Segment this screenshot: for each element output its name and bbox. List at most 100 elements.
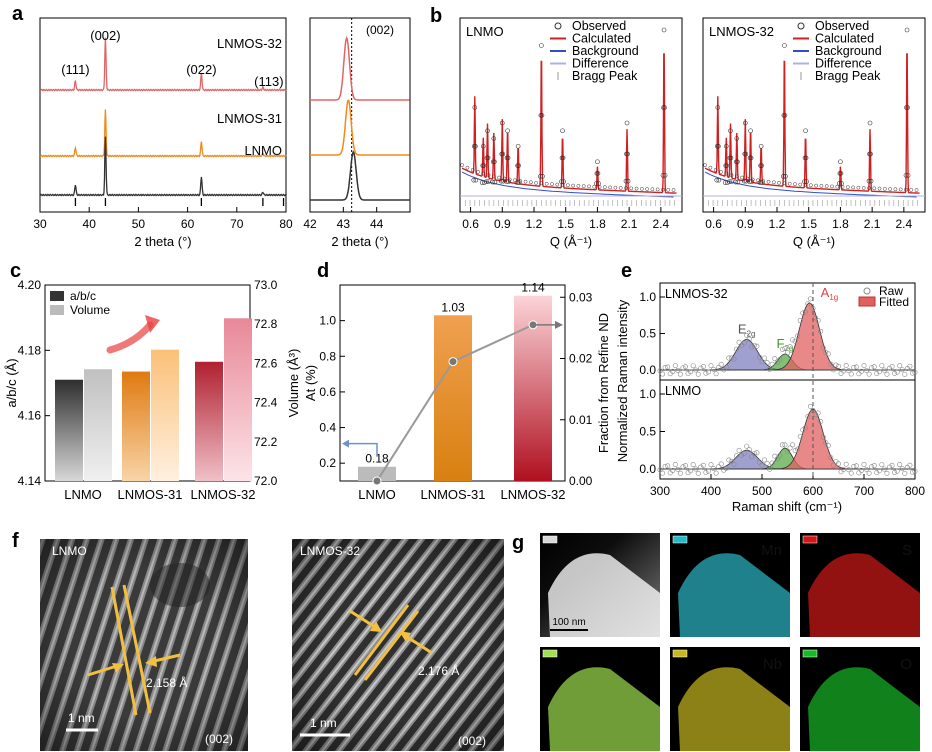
b-observed-point: [743, 151, 749, 157]
e-raw-point: [756, 459, 762, 465]
e-raw-point: [774, 456, 780, 462]
e-raw-point: [700, 363, 706, 369]
c-bar-volume: [84, 369, 112, 481]
e-raw-point: [718, 361, 724, 367]
e-raw-point: [864, 367, 870, 373]
e-raw-point: [820, 345, 826, 351]
b-legend-label: Difference: [572, 57, 629, 71]
b-observed-point: [845, 185, 850, 190]
e-raw-point: [741, 451, 747, 457]
panel-label-d: d: [317, 260, 329, 282]
eds-map-tile: [540, 533, 660, 637]
b-observed-point: [629, 186, 634, 191]
xrd-plot: 30 40 50 60 70 80 LNMOS-32 LNMOS-31 LNMO (111) (00…: [33, 28, 293, 231]
d-y2tick-label: 0.01: [569, 413, 593, 427]
e-raw-point: [797, 318, 803, 324]
e-raw-point: [823, 440, 829, 446]
b-observed-point: [803, 183, 808, 187]
e-raw-point: [787, 445, 793, 451]
b-observed-point: [486, 173, 491, 177]
e-raw-point: [762, 355, 768, 361]
b-observed-point: [735, 179, 741, 185]
e-raw-point: [889, 364, 895, 370]
f-right-title: LNMOS-32: [300, 544, 360, 558]
b-observed-point: [497, 175, 501, 180]
hrtem-image-lnmo: [40, 539, 248, 751]
b-xtick-label: 1.5: [557, 217, 574, 231]
b-observed-point: [757, 180, 763, 185]
b-observed-point: [838, 159, 843, 165]
c-y2label: Volume (Å³): [286, 349, 301, 418]
c-legend-marker: [50, 305, 64, 315]
e-raw-point: [899, 466, 905, 472]
e-raw-point: [769, 361, 775, 367]
e-raw-point: [665, 364, 671, 370]
b-calculated: [704, 53, 920, 194]
b-xtick-label: 0.9: [494, 217, 511, 231]
b-observed-point: [534, 180, 538, 185]
e-ytick-label: 1.0: [639, 387, 656, 401]
e-raw-point: [785, 350, 791, 356]
b-observed-point: [724, 171, 729, 176]
b-observed-point: [798, 182, 803, 187]
c-y2tick-label: 72.6: [254, 356, 278, 370]
e-raw-point: [897, 363, 903, 369]
e-raw-point: [902, 371, 908, 377]
e-raw-point: [716, 364, 722, 370]
e-raw-point: [762, 457, 768, 463]
d-fraction-point: [448, 357, 458, 367]
b-observed-point: [713, 168, 718, 172]
a-xtick-label: 40: [83, 217, 97, 231]
e-raw-point: [807, 296, 813, 302]
b-observed-point: [893, 187, 898, 192]
e-raw-point: [698, 464, 704, 470]
g-scale-label: 100 nm: [552, 617, 585, 628]
e-raw-point: [726, 457, 732, 463]
b-observed-point: [479, 180, 485, 185]
b-observed-point: [856, 185, 861, 190]
b-observed-point: [662, 173, 668, 178]
e-raw-point: [741, 340, 747, 346]
e-raw-point: [772, 453, 778, 459]
b-observed-point: [587, 184, 591, 189]
e-band: [660, 302, 915, 371]
b-observed-point: [480, 143, 486, 149]
e-legend-marker: [863, 287, 871, 295]
b-observed-point: [745, 176, 750, 181]
d-data-label: 1.14: [521, 281, 545, 295]
xrd-curve-lnmos-32: [39, 37, 287, 92]
e-subplot-title: LNMO: [665, 384, 701, 398]
c-ytick-label: 4.18: [18, 343, 42, 357]
e-raw-point: [838, 469, 844, 475]
b-observed-point: [528, 180, 533, 185]
b-observed-point: [867, 186, 871, 190]
e-raw-point: [820, 434, 826, 440]
e-raw-point: [866, 470, 872, 476]
e-raw-point: [807, 403, 813, 409]
e-raw-point: [660, 470, 666, 476]
b-observed-point: [728, 155, 734, 161]
xrd-curve-lnmo: [39, 136, 287, 197]
b-observed-point: [539, 43, 544, 48]
b-observed-point: [782, 43, 787, 48]
b-observed-point: [506, 179, 511, 184]
b-observed-point: [777, 180, 781, 185]
b-observed-point: [501, 178, 506, 184]
b-observed-point: [602, 185, 607, 190]
e-raw-point: [892, 370, 898, 376]
e-raw-point: [790, 337, 796, 343]
d-y2tick-label: 0.03: [569, 290, 593, 304]
e-ytick-label: 0.0: [639, 363, 656, 377]
d-ytick-label: 0.2: [319, 456, 336, 470]
a-inset-curve: [310, 150, 410, 201]
b-observed-point: [613, 185, 618, 190]
d-left-arrow: [347, 442, 378, 457]
f-left-scale: 1 nm: [68, 711, 95, 725]
e-raw-point: [680, 464, 686, 470]
panel-c: c 4.14 4.16 4.18 4.20 72.0 72.2 72.4 72.6 72.8 73…: [4, 260, 301, 502]
e-raw-point: [772, 356, 778, 362]
c-ytick-label: 4.16: [18, 409, 42, 423]
b-observed-point: [516, 163, 521, 168]
a-xtick-label: 80: [279, 217, 293, 231]
b-observed-point: [482, 180, 487, 185]
